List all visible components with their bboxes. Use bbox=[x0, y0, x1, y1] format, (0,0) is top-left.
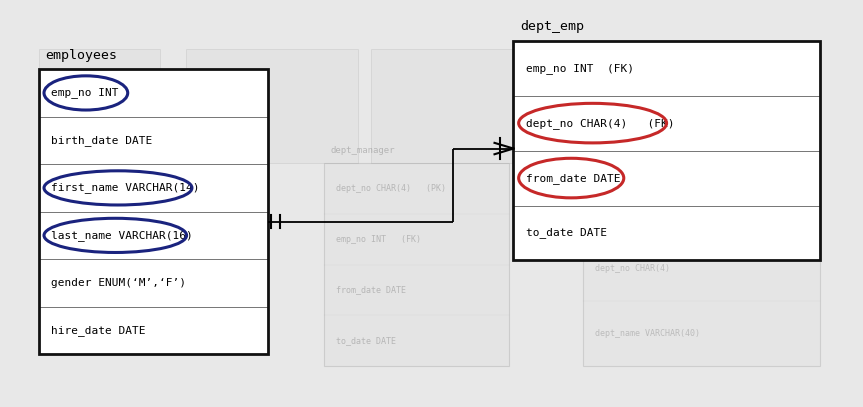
Text: from_date DATE: from_date DATE bbox=[336, 285, 406, 295]
Text: dept_emp: dept_emp bbox=[520, 20, 584, 33]
FancyBboxPatch shape bbox=[371, 49, 526, 163]
FancyBboxPatch shape bbox=[39, 69, 268, 354]
Text: gender ENUM(‘M’,‘F’): gender ENUM(‘M’,‘F’) bbox=[51, 278, 186, 288]
Text: emp_no INT   (FK): emp_no INT (FK) bbox=[336, 234, 420, 244]
Text: dept_name VARCHAR(40): dept_name VARCHAR(40) bbox=[595, 329, 700, 338]
Text: departments: departments bbox=[589, 220, 649, 229]
Text: dept_no CHAR(4): dept_no CHAR(4) bbox=[595, 264, 670, 273]
Text: first_name VARCHAR(14): first_name VARCHAR(14) bbox=[51, 182, 199, 193]
Text: hire_date DATE: hire_date DATE bbox=[51, 325, 146, 336]
FancyBboxPatch shape bbox=[186, 49, 358, 163]
FancyBboxPatch shape bbox=[513, 41, 820, 260]
Text: to_date DATE: to_date DATE bbox=[336, 336, 396, 346]
Text: dept_manager: dept_manager bbox=[331, 147, 395, 155]
Text: from_date DATE: from_date DATE bbox=[526, 173, 620, 184]
FancyBboxPatch shape bbox=[324, 163, 509, 366]
Text: dept_no CHAR(4)   (PK): dept_no CHAR(4) (PK) bbox=[336, 184, 445, 193]
Text: dept_no CHAR(4)   (FK): dept_no CHAR(4) (FK) bbox=[526, 118, 674, 129]
Text: last_name VARCHAR(16): last_name VARCHAR(16) bbox=[51, 230, 192, 241]
FancyBboxPatch shape bbox=[583, 236, 820, 366]
Text: emp_no INT  (FK): emp_no INT (FK) bbox=[526, 63, 633, 74]
Text: birth_date DATE: birth_date DATE bbox=[51, 135, 152, 146]
Text: emp_no INT: emp_no INT bbox=[51, 88, 118, 98]
Text: employees: employees bbox=[46, 49, 117, 62]
FancyBboxPatch shape bbox=[39, 49, 160, 163]
Text: to_date DATE: to_date DATE bbox=[526, 228, 607, 239]
